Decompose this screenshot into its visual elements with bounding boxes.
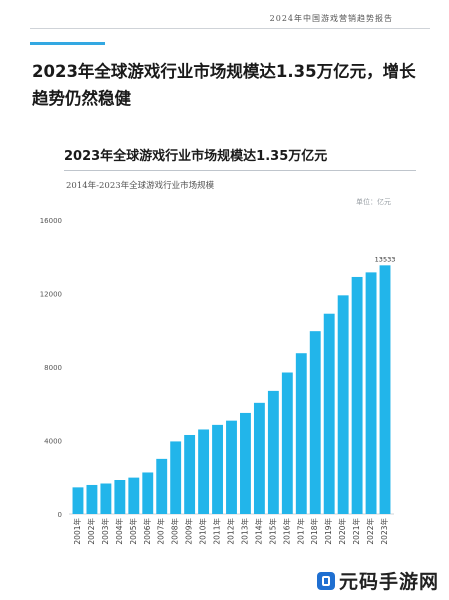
x-tick-label: 2003年 <box>100 518 110 545</box>
y-tick-label: 16000 <box>40 217 62 225</box>
x-tick-label: 2009年 <box>184 518 194 545</box>
bar <box>253 402 265 514</box>
bar <box>351 276 363 514</box>
x-tick-label: 2018年 <box>309 518 319 545</box>
chart-subtitle: 2014年-2023年全球游戏行业市场规模 <box>66 181 215 191</box>
bar <box>281 372 293 514</box>
report-header: 2024年中国游戏营销趋势报告 <box>269 14 393 23</box>
watermark-text: 元码手游网 <box>338 571 439 593</box>
bar <box>226 420 237 514</box>
bar <box>170 441 182 514</box>
bar <box>100 483 112 514</box>
bar <box>72 487 84 514</box>
x-tick-label: 2006年 <box>142 518 152 545</box>
x-tick-label: 2014年 <box>253 518 263 545</box>
x-tick-label: 2023年 <box>379 518 389 545</box>
chart-title-divider <box>64 170 416 171</box>
accent-bar <box>30 42 105 45</box>
bar <box>114 480 126 514</box>
bar <box>379 265 391 514</box>
y-tick-label: 8000 <box>44 364 62 372</box>
y-tick-label: 12000 <box>40 291 62 299</box>
bar <box>365 272 377 514</box>
x-tick-label: 2021年 <box>351 518 361 545</box>
x-tick-label: 2013年 <box>239 518 249 545</box>
x-tick-label: 2016年 <box>281 518 291 545</box>
x-tick-label: 2022年 <box>365 518 375 545</box>
x-tick-label: 2007年 <box>156 518 166 545</box>
x-tick-label: 2020年 <box>337 518 347 545</box>
x-tick-label: 2017年 <box>295 518 305 545</box>
x-tick-label: 2002年 <box>86 518 96 545</box>
bar <box>267 390 279 514</box>
watermark: 元码手游网 <box>312 565 443 596</box>
x-tick-label: 2004年 <box>114 518 124 545</box>
x-tick-label: 2008年 <box>170 518 180 545</box>
chart-title: 2023年全球游戏行业市场规模达1.35万亿元 <box>64 149 328 164</box>
bar <box>198 429 210 514</box>
x-tick-label: 2015年 <box>267 518 277 545</box>
x-tick-label: 2010年 <box>198 518 208 545</box>
y-tick-label: 4000 <box>44 438 62 446</box>
bar <box>86 484 98 514</box>
bar <box>156 458 168 514</box>
x-tick-label: 2011年 <box>212 518 222 545</box>
x-tick-label: 2001年 <box>72 518 82 545</box>
bar <box>295 353 307 514</box>
bar <box>184 434 196 514</box>
page-headline: 2023年全球游戏行业市场规模达1.35万亿元，增长趋势仍然稳健 <box>32 62 416 108</box>
header-divider <box>30 28 430 29</box>
data-label: 13533 <box>375 255 396 263</box>
bar <box>309 331 321 514</box>
bar <box>337 295 349 514</box>
x-tick-label: 2005年 <box>128 518 138 545</box>
x-tick-label: 2012年 <box>226 518 236 545</box>
y-tick-label: 0 <box>58 511 62 519</box>
bar <box>240 412 251 514</box>
x-tick-label: 2019年 <box>323 518 333 545</box>
bar <box>142 472 154 514</box>
bar <box>212 424 223 514</box>
bar <box>323 313 335 514</box>
bar <box>128 477 140 514</box>
unit-label: 单位：亿元 <box>356 198 391 206</box>
watermark-logo-icon <box>316 571 335 590</box>
